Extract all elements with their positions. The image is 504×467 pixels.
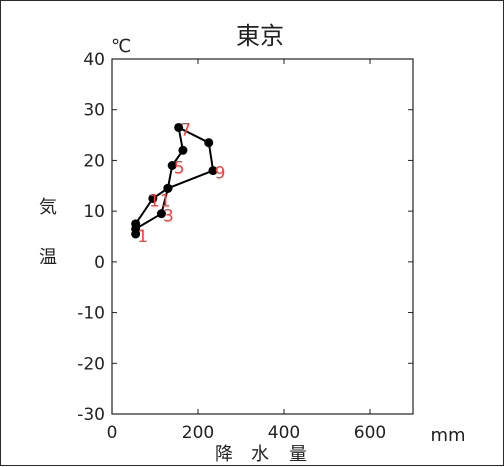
x-tick-label: 200 bbox=[182, 423, 214, 443]
data-point bbox=[208, 166, 218, 176]
y-tick-label: -20 bbox=[77, 354, 105, 374]
data-point bbox=[204, 138, 214, 148]
y-tick-label: -10 bbox=[77, 304, 105, 324]
data-point bbox=[167, 161, 177, 170]
data-point bbox=[174, 122, 184, 132]
y-axis-label-char: 温 bbox=[39, 247, 57, 268]
y-axis-unit: ℃ bbox=[111, 36, 131, 57]
point-label: 9 bbox=[215, 164, 226, 184]
y-tick-label: 30 bbox=[83, 101, 105, 121]
point-label: 7 bbox=[180, 120, 191, 140]
x-tick-label: 400 bbox=[268, 423, 300, 443]
series-line bbox=[134, 126, 215, 235]
point-label: 1 bbox=[137, 227, 148, 247]
data-point bbox=[148, 193, 158, 203]
y-axis-label-char: 気 bbox=[39, 197, 57, 218]
x-axis-label-char: 水 bbox=[251, 444, 269, 465]
x-tick-label: 600 bbox=[354, 423, 386, 443]
data-point bbox=[156, 209, 166, 219]
x-axis-unit: mm bbox=[430, 425, 465, 446]
y-tick-label: 20 bbox=[83, 151, 105, 171]
point-label: 11 bbox=[149, 191, 171, 211]
chart-title: 東京 bbox=[236, 22, 284, 50]
plot-frame bbox=[111, 58, 414, 415]
x-tick-label: 0 bbox=[107, 423, 118, 443]
y-tick-label: 0 bbox=[94, 253, 105, 273]
y-tick-label: 40 bbox=[83, 50, 105, 70]
data-point bbox=[178, 145, 188, 155]
y-tick-label: -30 bbox=[77, 405, 105, 425]
x-axis-label-char: 降 bbox=[215, 444, 233, 465]
point-label: 5 bbox=[174, 159, 185, 179]
data-point bbox=[131, 219, 141, 229]
y-tick-label: 10 bbox=[83, 202, 105, 222]
data-point bbox=[163, 183, 173, 193]
point-label: 3 bbox=[163, 207, 174, 227]
x-axis-label-char: 量 bbox=[289, 444, 307, 465]
